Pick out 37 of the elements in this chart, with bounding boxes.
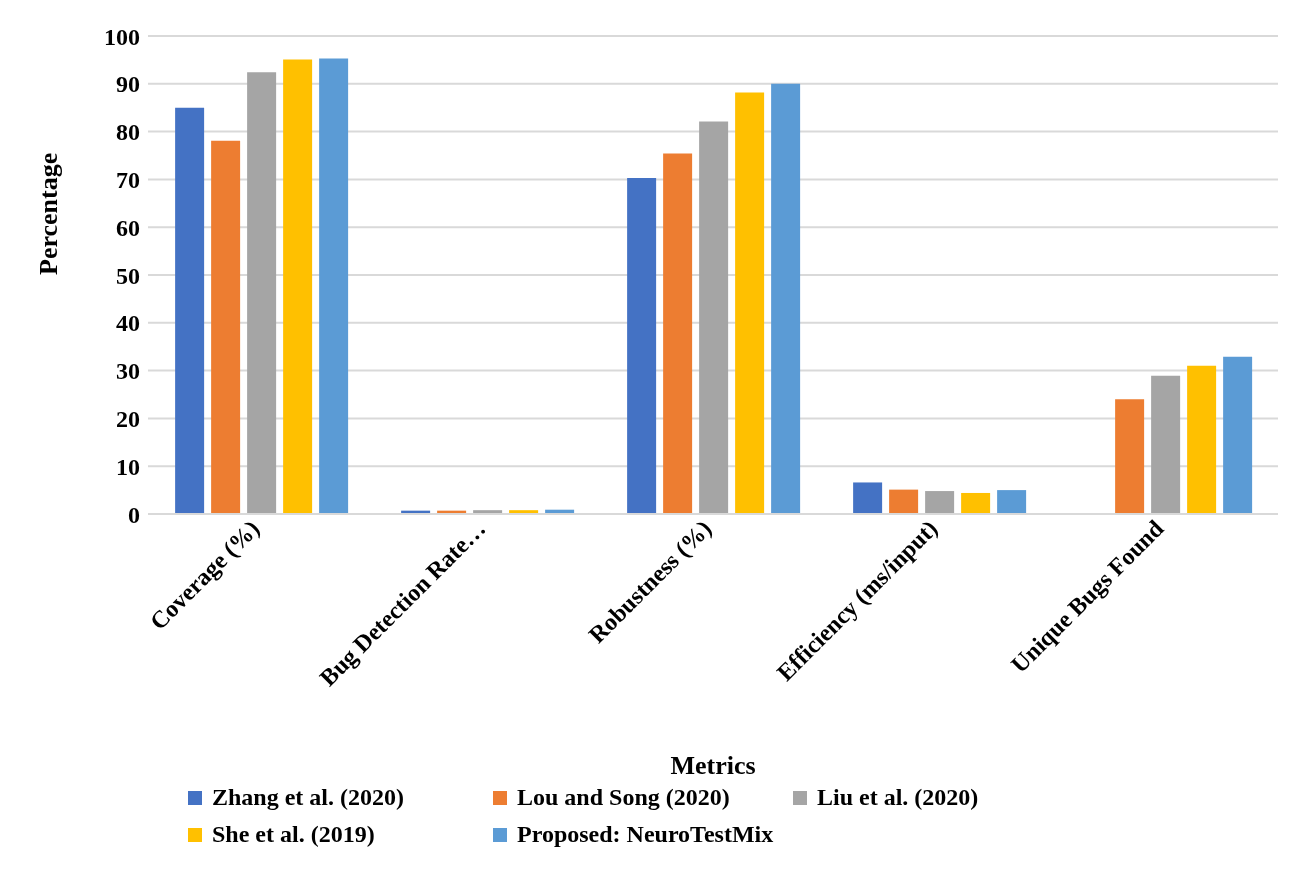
- bar: [663, 153, 693, 514]
- y-tick-label: 50: [116, 262, 140, 289]
- bar: [1115, 399, 1145, 514]
- legend-label: She et al. (2019): [212, 821, 375, 848]
- y-axis-title: Percentage: [34, 152, 64, 275]
- bar: [961, 492, 991, 514]
- legend-label: Liu et al. (2020): [817, 784, 979, 811]
- bar: [627, 177, 657, 514]
- legend-label: Lou and Song (2020): [517, 784, 730, 811]
- y-tick-label: 60: [116, 214, 140, 241]
- bar: [319, 58, 349, 514]
- y-tick-label: 30: [116, 358, 140, 385]
- bar: [1187, 365, 1217, 514]
- y-tick-label: 80: [116, 119, 140, 146]
- bar: [175, 107, 205, 514]
- bar: [283, 59, 313, 514]
- bar: [771, 83, 801, 514]
- bar: [1151, 375, 1181, 514]
- bar: [699, 121, 729, 514]
- legend-label: Zhang et al. (2020): [212, 784, 404, 811]
- legend-label: Proposed: NeuroTestMix: [517, 821, 774, 848]
- x-axis-title: Metrics: [670, 751, 756, 780]
- bar: [853, 482, 883, 514]
- y-tick-label: 70: [116, 166, 140, 193]
- bar: [889, 489, 919, 514]
- bar: [247, 72, 277, 514]
- y-tick-label: 0: [128, 501, 140, 528]
- bar: [925, 491, 955, 514]
- y-tick-label: 90: [116, 71, 140, 98]
- bar: [211, 140, 241, 514]
- bar: [1223, 356, 1253, 514]
- bar: [735, 92, 765, 514]
- y-tick-label: 40: [116, 310, 140, 337]
- bar: [997, 490, 1027, 514]
- y-tick-label: 100: [104, 23, 140, 50]
- y-tick-label: 10: [116, 453, 140, 480]
- y-tick-label: 20: [116, 405, 140, 432]
